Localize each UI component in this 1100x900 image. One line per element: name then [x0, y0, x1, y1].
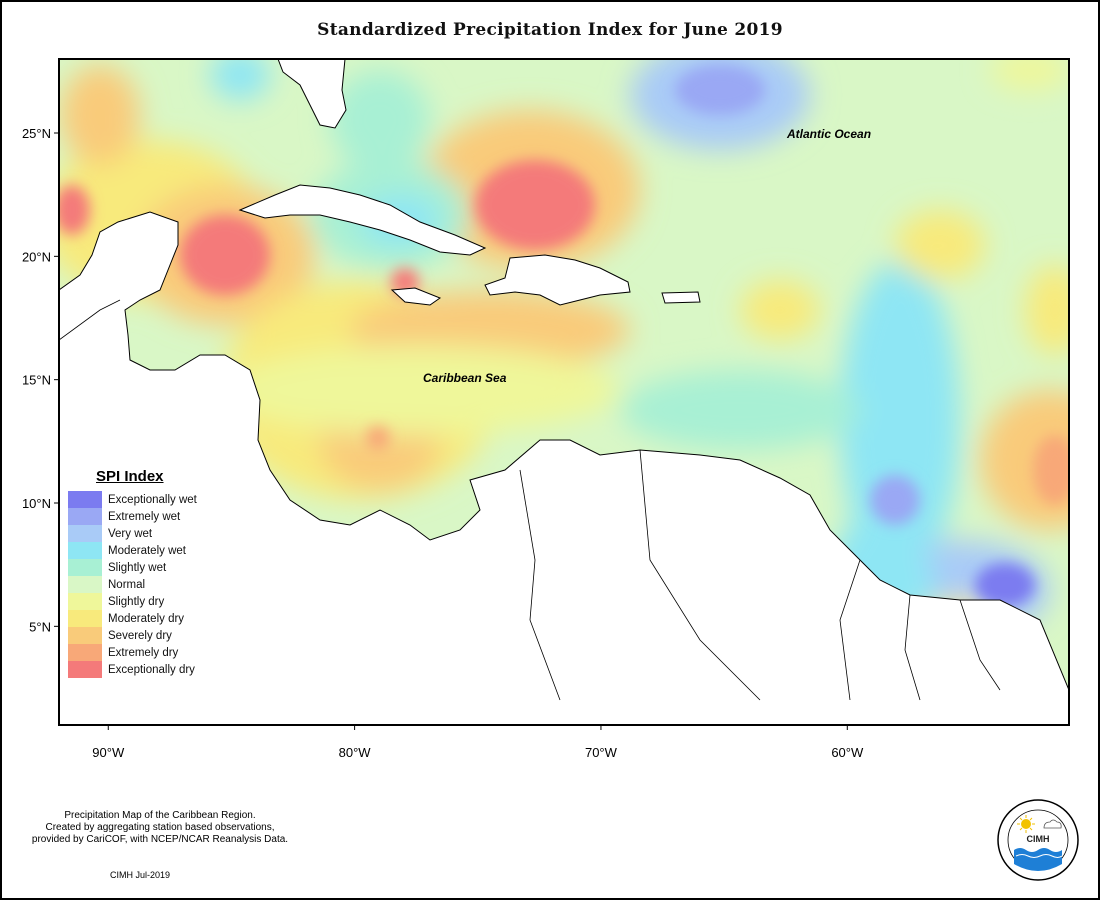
border-french-guiana [959, 599, 1001, 691]
sun-icon [1017, 815, 1035, 833]
spi-field [59, 59, 1069, 725]
legend-item: Very wet [68, 525, 218, 542]
legend-label: Exceptionally dry [108, 663, 195, 676]
cloud-icon [1043, 819, 1062, 829]
land-hispaniola [484, 254, 631, 306]
spi-zone-atlantic-extreme [675, 65, 765, 115]
legend-item: Exceptionally wet [68, 491, 218, 508]
legend-swatch [68, 610, 102, 627]
spi-zone-eastatlantic-extreme [870, 475, 920, 525]
legend-label: Normal [108, 578, 146, 591]
legend-item: Moderately dry [68, 610, 218, 627]
label-atlantic-ocean: Atlantic Ocean [786, 127, 871, 141]
footnote-line-2: Created by aggregating station based obs… [45, 822, 275, 833]
border-colombia-venezuela [519, 469, 561, 701]
legend-swatch [68, 508, 102, 525]
lon-tick-label: 80°W [339, 745, 372, 760]
logo-text: CIMH [1027, 834, 1050, 844]
legend-swatch [68, 661, 102, 678]
spi-zone-gulf-wet [210, 59, 270, 100]
legend-item: Exceptionally dry [68, 661, 218, 678]
legend-items: Exceptionally wet Extremely wet Very wet Mo… [68, 491, 218, 678]
spi-zone-florida-wet [330, 70, 430, 170]
spi-zone-lesser-antilles-dry [740, 280, 820, 340]
spi-zone-central-slight [220, 345, 620, 435]
legend-label: Exceptionally wet [108, 493, 197, 506]
legend-label: Moderately dry [108, 612, 185, 625]
lat-axis: 25°N 20°N 15°N 10°N 5°N [22, 126, 59, 634]
legend-swatch [68, 576, 102, 593]
spi-zone-ne-dry [990, 59, 1069, 90]
legend-label: Extremely dry [108, 646, 179, 659]
border-mexico-guatemala [59, 299, 121, 341]
legend-label: Slightly wet [108, 561, 167, 574]
lat-tick-label: 25°N [22, 126, 51, 141]
footnote: Precipitation Map of the Caribbean Regio… [0, 810, 320, 846]
land-jamaica [390, 287, 442, 306]
spi-zone-gulf-north [60, 65, 140, 165]
legend-swatch [68, 627, 102, 644]
map-border [58, 58, 1070, 726]
legend-label: Moderately wet [108, 544, 186, 557]
legend-item: Slightly wet [68, 559, 218, 576]
lon-tick-label: 90°W [92, 745, 125, 760]
legend-item: Normal [68, 576, 218, 593]
legend-item: Extremely wet [68, 508, 218, 525]
legend-swatch [68, 491, 102, 508]
spi-zone-east-moderate [895, 210, 985, 280]
border-venezuela-interior [639, 449, 761, 701]
lon-tick-label: 60°W [831, 745, 864, 760]
footnote-line-1: Precipitation Map of the Caribbean Regio… [64, 810, 256, 821]
land-masses [59, 59, 1069, 725]
legend-item: Extremely dry [68, 644, 218, 661]
border-guyana [839, 559, 861, 701]
legend-label: Very wet [108, 527, 153, 540]
legend-item: Slightly dry [68, 593, 218, 610]
legend-swatch [68, 644, 102, 661]
lat-tick-label: 10°N [22, 496, 51, 511]
spi-zone-ecaribbean-wet [620, 370, 860, 450]
legend-swatch [68, 525, 102, 542]
spi-zone-guianas-exceptional [975, 563, 1035, 607]
legend-label: Severely dry [108, 629, 172, 642]
spi-zone-bahamas-exceptional [475, 160, 595, 250]
legend-label: Extremely wet [108, 510, 181, 523]
spi-zone-gulf-exceptional [59, 185, 90, 235]
spi-zone-east-extreme [1033, 435, 1069, 505]
waves-icon [1014, 848, 1063, 871]
spi-zone-central-america-extreme [366, 426, 390, 450]
spi-zone-yucatan-exceptional [180, 215, 270, 295]
credit-text: CIMH Jul-2019 [110, 870, 171, 880]
country-borders [59, 299, 1001, 701]
land-florida [277, 59, 347, 129]
spi-zone-east-edge [1025, 265, 1069, 355]
legend-title: SPI Index [96, 468, 164, 485]
land-central-south-america [59, 211, 1069, 725]
lon-axis: 90°W 80°W 70°W 60°W [92, 725, 864, 760]
lat-tick-label: 20°N [22, 249, 51, 264]
land-cuba [238, 184, 487, 256]
cimh-logo: CIMH [997, 799, 1079, 881]
legend-swatch [68, 559, 102, 576]
border-suriname [904, 594, 921, 701]
legend-item: Moderately wet [68, 542, 218, 559]
legend-swatch [68, 542, 102, 559]
land-puerto-rico [661, 291, 701, 304]
map-title: Standardized Precipitation Index for Jun… [317, 20, 783, 40]
lat-tick-label: 5°N [29, 619, 51, 634]
footnote-line-3: provided by CariCOF, with NCEP/NCAR Rean… [31, 834, 289, 845]
legend-label: Slightly dry [108, 595, 165, 608]
spi-legend: SPI Index Exceptionally wet Extremely wet… [68, 468, 218, 678]
legend-item: Severely dry [68, 627, 218, 644]
legend-swatch [68, 593, 102, 610]
lon-tick-label: 70°W [585, 745, 618, 760]
label-caribbean-sea: Caribbean Sea [423, 371, 507, 385]
lat-tick-label: 15°N [22, 373, 51, 388]
